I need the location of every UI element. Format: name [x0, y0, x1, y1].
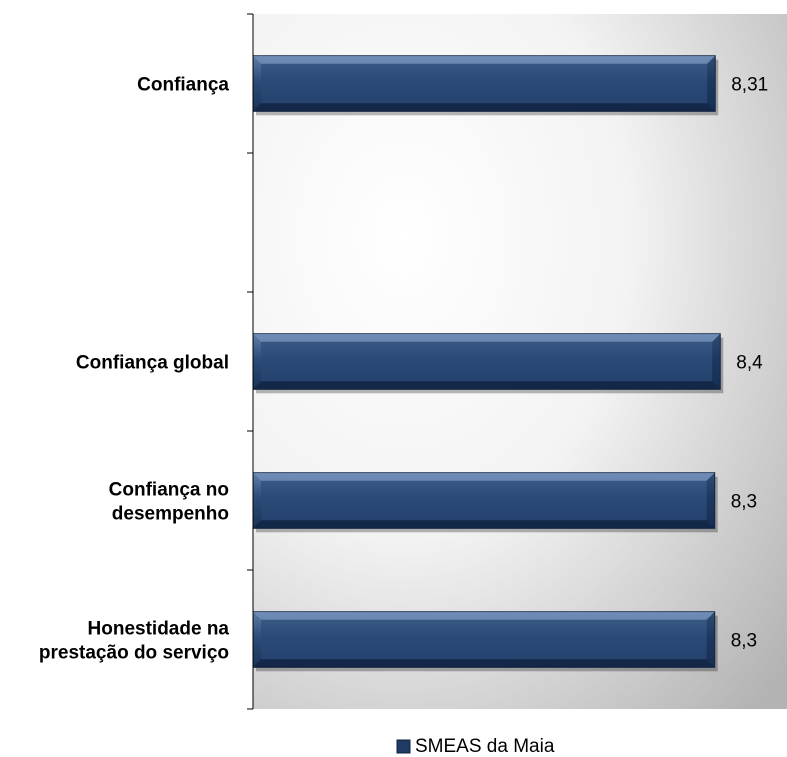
bar: [252, 472, 718, 533]
data-label: 8,4: [736, 353, 763, 374]
bars-layer: [252, 55, 724, 672]
bar: [252, 55, 719, 116]
category-label: Honestidade na: [88, 619, 230, 640]
legend: SMEAS da Maia: [396, 736, 555, 757]
category-label: desempenho: [112, 504, 229, 525]
data-label: 8,3: [731, 631, 757, 652]
legend-label: SMEAS da Maia: [415, 736, 555, 757]
data-label: 8,3: [731, 492, 757, 513]
data-label: 8,31: [731, 75, 768, 96]
category-label: prestação do serviço: [39, 643, 229, 664]
legend-swatch: [396, 739, 411, 754]
axis-layer: [247, 13, 254, 710]
category-label: Confiança no: [109, 480, 229, 501]
bar: [252, 611, 718, 672]
category-label: Confiança global: [76, 353, 229, 374]
category-label: Confiança: [137, 75, 229, 96]
bar: [252, 333, 724, 394]
labels-layer: 8,31 Confiança 8,4 Confiança global 8,3 Confi…: [39, 75, 768, 664]
